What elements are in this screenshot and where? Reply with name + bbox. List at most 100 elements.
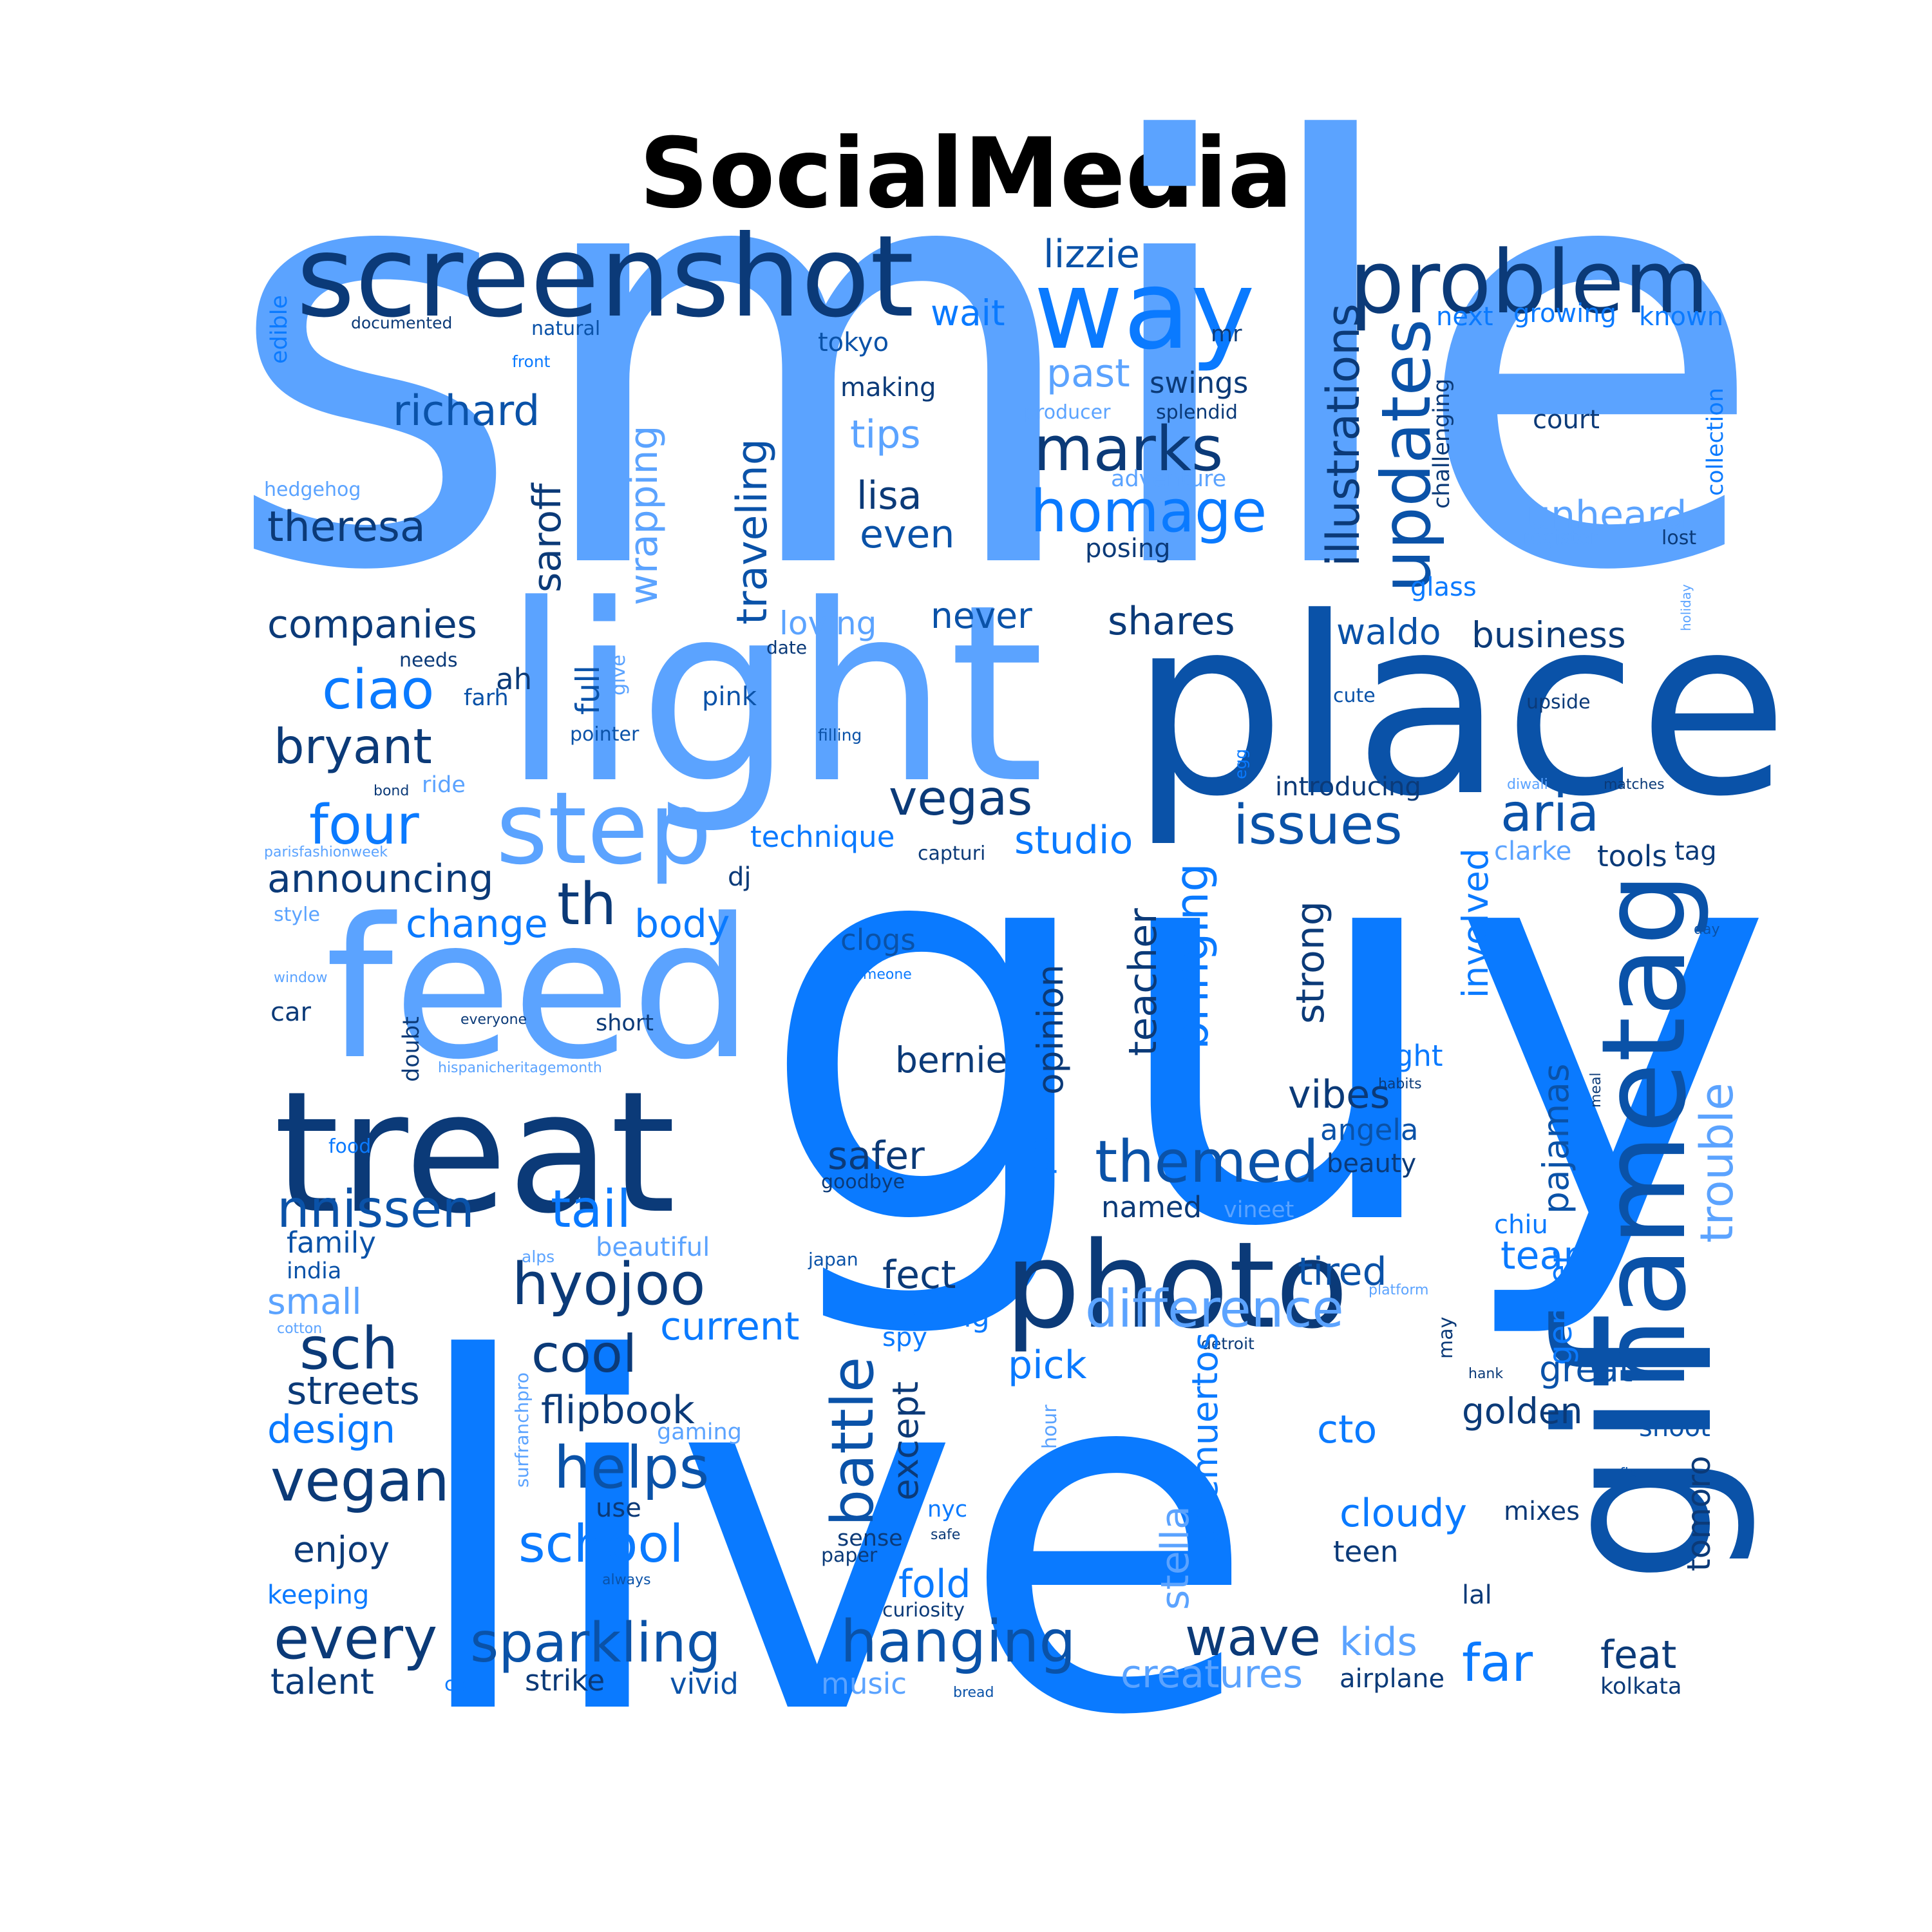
word-vegas: vegas [889, 770, 1032, 826]
word-mixes: mixes [1504, 1497, 1580, 1526]
word-music: music [821, 1667, 907, 1701]
word-bond: bond [374, 783, 409, 799]
word-wrapping: wrapping [621, 426, 667, 605]
word-wave: wave [1185, 1607, 1321, 1667]
word-surfranchpro: surfranchpro [511, 1372, 533, 1488]
word-flipbook: flipbook [541, 1388, 695, 1433]
word-posing: posing [1085, 534, 1171, 564]
word-tail: tail [551, 1179, 631, 1239]
word-capturi: capturi [918, 842, 985, 865]
word-far: far [1462, 1633, 1533, 1693]
word-cloudy: cloudy [1340, 1491, 1467, 1536]
word-tag: tag [1674, 837, 1717, 866]
word-egg: egg [1231, 749, 1250, 779]
word-car: car [270, 998, 312, 1027]
word-business: business [1472, 614, 1626, 656]
word-swings: swings [1150, 366, 1248, 400]
word-nametag: nametag [1577, 872, 1712, 1391]
word-angela: angela [1320, 1113, 1418, 1147]
word-introducing: introducing [1275, 772, 1421, 802]
word-india: india [287, 1258, 341, 1284]
word-natural: natural [531, 317, 600, 340]
word-collection: collection [1703, 388, 1728, 496]
word-shoot: shoot [1639, 1413, 1710, 1443]
word-small: small [267, 1281, 362, 1322]
word-holiday: holiday [1678, 584, 1694, 631]
word-pink: pink [702, 682, 757, 712]
word-may: may [1435, 1317, 1457, 1359]
word-issues: issues [1233, 793, 1403, 857]
word-tips: tips [850, 412, 921, 457]
word-vegan: vegan [270, 1447, 450, 1515]
word-past: past [1046, 351, 1130, 396]
word-goodbye: goodbye [821, 1171, 905, 1193]
word-illustrations: illustrations [1317, 303, 1370, 567]
word-homage: homage [1030, 478, 1267, 545]
word-opinion: opinion [1030, 965, 1071, 1095]
word-way: way [1034, 247, 1255, 374]
word-talent: talent [270, 1661, 374, 1702]
word-sch: sch [299, 1315, 398, 1383]
word-vibes: vibes [1288, 1072, 1390, 1117]
word-bread: bread [953, 1685, 994, 1701]
word-strong: strong [1288, 901, 1333, 1024]
word-loving: loving [779, 605, 876, 642]
word-strike: strike [525, 1663, 605, 1698]
word-producer: producer [1024, 401, 1111, 424]
word-ademuertos: ademuertos [1184, 1332, 1226, 1546]
word-pick: pick [1008, 1343, 1087, 1388]
word-fix: fix [1620, 1466, 1637, 1482]
word-creatures: creatures [1121, 1652, 1303, 1697]
word-th: th [557, 871, 616, 938]
word-farh: farh [464, 685, 509, 711]
word-mr: mr [1211, 321, 1242, 347]
word-parisfashionweek: parisfashionweek [264, 844, 388, 860]
word-vineet: vineet [1224, 1197, 1294, 1223]
word-upside: upside [1526, 691, 1591, 714]
word-bryant: bryant [274, 718, 432, 775]
word-hank: hank [1468, 1366, 1503, 1382]
word-day: day [1694, 922, 1719, 938]
word-fect: fect [882, 1253, 956, 1298]
word-traveling: traveling [728, 439, 777, 625]
word-habits: habits [1378, 1076, 1422, 1092]
word-making: making [840, 373, 936, 402]
word-themed: themed [1095, 1128, 1319, 1196]
word-glass: glass [1410, 573, 1477, 602]
word-bringing: bringing [1166, 863, 1218, 1050]
word-waldo: waldo [1336, 611, 1441, 652]
word-doubt: doubt [399, 1016, 424, 1082]
word-platform: platform [1368, 1282, 1428, 1298]
word-beautiful: beautiful [596, 1233, 710, 1262]
word-known: known [1639, 302, 1723, 332]
word-matches: matches [1604, 777, 1665, 793]
word-screenshot: screenshot [296, 212, 914, 343]
word-place: place [1130, 565, 1788, 850]
word-treat: treat [274, 1056, 676, 1251]
word-taipei: taipei [1020, 1126, 1057, 1217]
word-design: design [267, 1407, 395, 1452]
word-helps: helps [554, 1434, 709, 1502]
word-technique: technique [750, 820, 895, 854]
word-clarke: clarke [1494, 837, 1571, 866]
word-spy: spy [882, 1323, 927, 1352]
word-feat: feat [1600, 1633, 1676, 1678]
word-gender: gender [1542, 1251, 1579, 1365]
word-cute: cute [1333, 685, 1376, 707]
word-marks: marks [1034, 414, 1223, 485]
word-paper: paper [821, 1544, 878, 1567]
word-tomoro: tomoro [1680, 1455, 1718, 1571]
word-cool: cool [531, 1324, 637, 1384]
word-unheard: unheard [1526, 493, 1687, 538]
word-full: full [569, 665, 607, 715]
word-studio: studio [1014, 818, 1133, 863]
word-every: every [274, 1605, 437, 1672]
word-short: short [596, 1010, 654, 1036]
word-diwali: diwali [1507, 777, 1548, 793]
word-problem: problem [1349, 232, 1709, 333]
word-filling: filling [818, 726, 862, 744]
word-saroff: saroff [525, 482, 570, 592]
word-kids: kids [1340, 1620, 1417, 1665]
word-sense: sense [837, 1526, 903, 1551]
word-adventure: adventure [1111, 466, 1226, 492]
